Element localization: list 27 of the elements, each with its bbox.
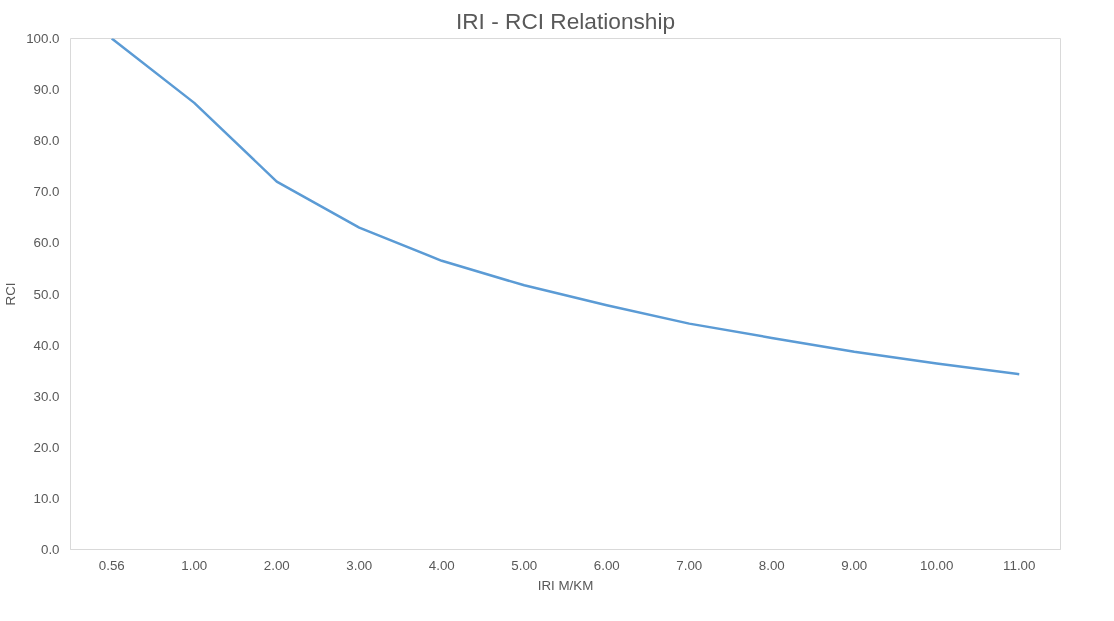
- x-tick-label: 8.00: [758, 557, 785, 573]
- y-tick-label: 50.0: [33, 286, 60, 302]
- x-tick-label: 11.00: [1003, 557, 1036, 573]
- x-tick-label: 3.00: [346, 557, 373, 573]
- y-axis-title: RCI: [3, 282, 19, 306]
- y-tick-label: 100.0: [26, 31, 60, 46]
- y-tick-label: 0.0: [40, 542, 60, 557]
- y-tick-label: 80.0: [33, 133, 60, 149]
- y-tick-label: 70.0: [33, 184, 60, 200]
- x-tick-label: 5.00: [511, 557, 538, 573]
- y-tick-label: 60.0: [33, 235, 60, 251]
- y-tick-label: 90.0: [33, 82, 60, 98]
- chart-title: IRI - RCI Relationship: [455, 7, 676, 34]
- line-series: [110, 38, 1021, 376]
- x-tick-label: 7.00: [676, 557, 703, 573]
- x-tick-label: 4.00: [428, 557, 455, 573]
- y-tick-label: 30.0: [33, 388, 60, 404]
- x-tick-label: 2.00: [263, 557, 290, 573]
- y-tick-label: 10.0: [33, 490, 60, 506]
- x-tick-label: 0.56: [98, 557, 125, 573]
- y-tick-label: 40.0: [33, 337, 60, 353]
- x-tick-label: 1.00: [181, 557, 208, 573]
- x-axis-title: IRI M/KM: [537, 577, 594, 593]
- x-tick-label: 6.00: [593, 557, 620, 573]
- x-tick-label: 9.00: [841, 557, 868, 573]
- y-tick-label: 20.0: [33, 439, 60, 455]
- x-tick-label: 10.00: [920, 557, 954, 573]
